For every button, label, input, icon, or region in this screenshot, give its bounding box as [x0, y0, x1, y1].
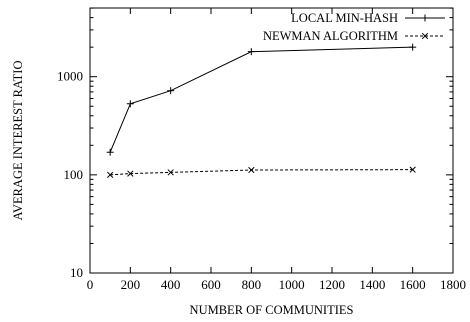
plot-area-frame [89, 7, 454, 274]
x-tick-label: 1400 [359, 277, 385, 292]
x-axis: 0 200 400 600 800 1000 1200 1400 1600 1800 [87, 8, 466, 292]
cross-marker-b [167, 169, 174, 176]
series-line [109, 46, 413, 153]
series-1 [107, 166, 416, 179]
legend-marker-plus-icon [421, 14, 429, 22]
data-point [247, 48, 255, 56]
y-tick-label: 1000 [57, 69, 83, 84]
legend-marker-cross-icon [421, 32, 429, 40]
cross-marker-b [409, 166, 416, 173]
y-tick-label: 100 [64, 167, 84, 182]
x-tick-label: 1200 [319, 277, 345, 292]
y-axis-title: AVERAGE INTEREST RATIO [11, 61, 25, 221]
legend-label-local-min-hash: LOCAL MIN-HASH [291, 11, 398, 25]
cross-marker-b [248, 166, 255, 174]
series-layer [106, 43, 417, 179]
cross-marker-b [421, 32, 429, 40]
cross-marker-b [107, 171, 114, 179]
data-point [107, 171, 114, 179]
x-tick-label: 1000 [279, 277, 305, 292]
data-point [248, 166, 255, 174]
x-tick-label: 1800 [440, 277, 466, 292]
cross-marker-b [127, 170, 134, 177]
y-tick-label: 10 [70, 265, 83, 280]
x-tick-label: 400 [161, 277, 181, 292]
series-0 [106, 43, 417, 156]
x-axis-title: NUMBER OF COMMUNITIES [190, 303, 354, 317]
data-point [167, 87, 175, 95]
y-axis: 10 100 1000 [57, 7, 453, 280]
legend-label-newman-algorithm: NEWMAN ALGORITHM [263, 29, 398, 43]
x-tick-label: 0 [87, 277, 94, 292]
data-point [409, 166, 416, 173]
x-tick-label: 800 [242, 277, 262, 292]
x-tick-label: 200 [121, 277, 141, 292]
x-tick-label: 600 [201, 277, 221, 292]
data-point [126, 100, 134, 108]
data-point [127, 170, 134, 177]
x-tick-label: 1600 [400, 277, 426, 292]
data-point [409, 43, 417, 51]
data-point [167, 169, 174, 176]
legend: LOCAL MIN-HASH NEWMAN ALGORITHM [263, 11, 445, 43]
data-point [106, 148, 114, 156]
series-line [110, 169, 413, 176]
